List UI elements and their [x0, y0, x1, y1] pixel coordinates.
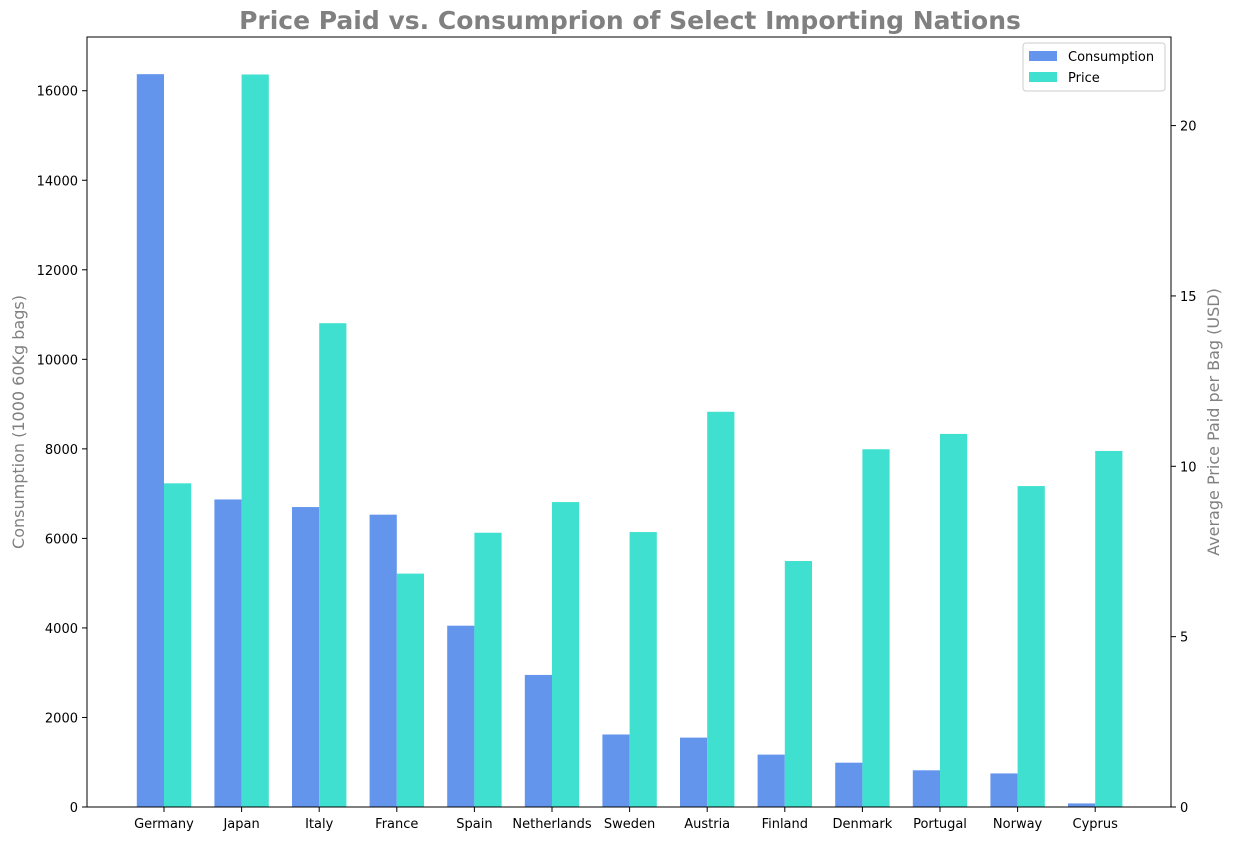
x-tick-label: France — [375, 817, 418, 832]
y-right-tick-label: 10 — [1180, 460, 1197, 475]
legend-swatch-price — [1029, 72, 1057, 82]
bar-consumption-denmark — [835, 762, 863, 807]
y-axis-left-label: Consumption (1000 60Kg bags) — [9, 295, 28, 549]
y-right-tick-label: 0 — [1180, 801, 1188, 816]
y-left-tick-label: 12000 — [37, 264, 78, 279]
y-left-tick-label: 0 — [70, 801, 78, 816]
x-tick-label: Cyprus — [1073, 817, 1119, 832]
x-tick-label: Sweden — [604, 817, 655, 832]
bar-consumption-italy — [292, 507, 320, 807]
y-right-tick-label: 20 — [1180, 120, 1197, 135]
axes-group: Germany Japan Italy France Spain Netherlands S… — [37, 36, 1197, 832]
bar-consumption-cyprus — [1068, 803, 1096, 807]
bar-consumption-japan — [214, 499, 242, 807]
bar-price-japan — [241, 74, 269, 807]
bar-consumption-netherlands — [524, 674, 552, 807]
y-right-tick-label: 5 — [1180, 631, 1188, 646]
y-axis-right-label: Average Price Paid per Bag (USD) — [1204, 288, 1223, 556]
bars-group — [136, 74, 1123, 807]
bar-consumption-norway — [990, 773, 1018, 807]
plot-frame — [86, 36, 1172, 808]
bar-consumption-france — [369, 514, 397, 807]
x-tick-label: Portugal — [913, 817, 967, 832]
chart-title: Price Paid vs. Consumprion of Select Imp… — [239, 6, 1021, 35]
x-tick-label: Germany — [134, 817, 194, 832]
bar-consumption-germany — [136, 74, 164, 807]
bar-price-italy — [319, 323, 347, 807]
bar-consumption-portugal — [912, 770, 940, 807]
bar-consumption-finland — [757, 754, 785, 807]
y-left-tick-label: 14000 — [37, 174, 78, 189]
legend: Consumption Price — [1022, 42, 1166, 92]
bar-consumption-sweden — [602, 734, 630, 807]
x-tick-label: Netherlands — [512, 817, 591, 832]
bar-price-sweden — [629, 532, 657, 807]
bar-price-spain — [474, 532, 502, 807]
legend-box — [1022, 42, 1166, 92]
legend-label-price: Price — [1068, 71, 1100, 86]
y-left-tick-label: 10000 — [37, 353, 78, 368]
bar-price-norway — [1017, 486, 1045, 807]
bar-price-cyprus — [1095, 450, 1123, 807]
bar-price-france — [396, 573, 424, 807]
y-right-tick-label: 15 — [1180, 290, 1197, 305]
x-tick-label: Italy — [305, 817, 334, 832]
bar-price-germany — [164, 483, 192, 807]
x-tick-label: Finland — [762, 817, 808, 832]
bar-consumption-spain — [447, 625, 475, 807]
legend-label-consumption: Consumption — [1068, 50, 1154, 65]
x-tick-label: Austria — [684, 817, 730, 832]
y-left-tick-label: 2000 — [45, 711, 78, 726]
y-left-tick-label: 6000 — [45, 532, 78, 547]
bar-price-finland — [784, 561, 812, 807]
bar-price-netherlands — [552, 502, 580, 807]
y-left-tick-label: 4000 — [45, 622, 78, 637]
y-left-tick-label: 8000 — [45, 443, 78, 458]
bar-price-denmark — [862, 449, 890, 807]
bar-price-portugal — [940, 433, 968, 807]
legend-swatch-consumption — [1029, 51, 1057, 61]
bar-consumption-austria — [680, 737, 708, 807]
y-left-tick-label: 16000 — [37, 85, 78, 100]
x-tick-label: Norway — [993, 817, 1043, 832]
x-tick-label: Spain — [456, 817, 492, 832]
bar-price-austria — [707, 411, 735, 807]
x-tick-label: Japan — [222, 817, 259, 832]
x-tick-label: Denmark — [833, 817, 893, 832]
